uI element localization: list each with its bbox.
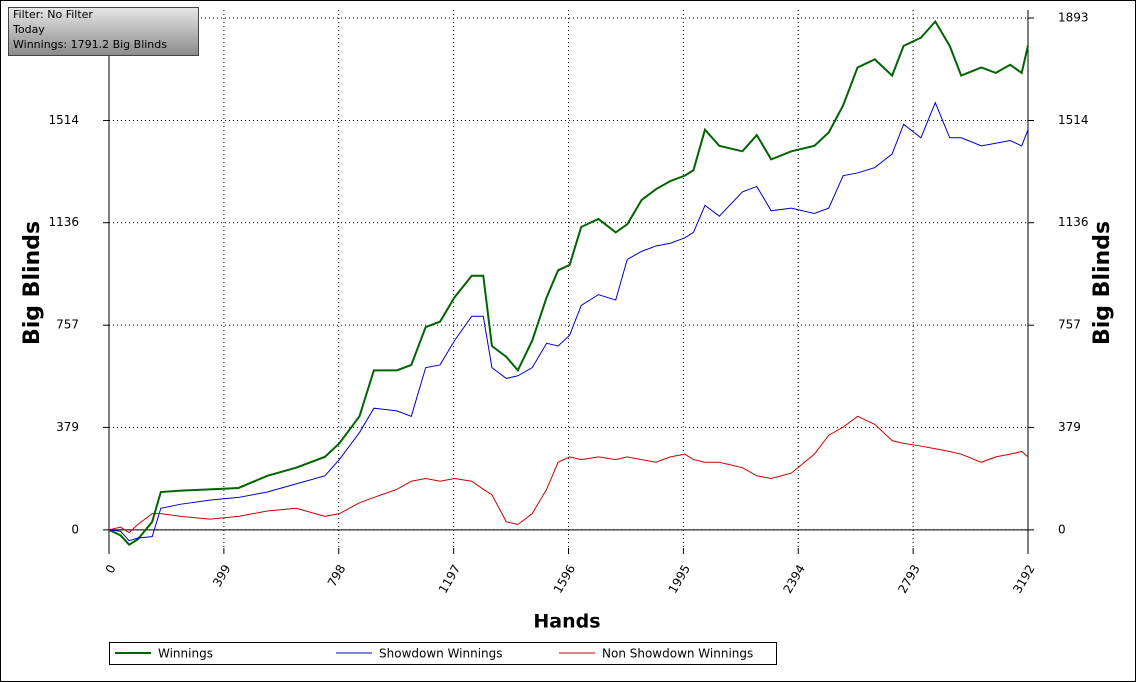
plot-area: 0037937975775711361136151415141893189303… (48, 10, 1089, 596)
y-tick-label: 757 (56, 318, 79, 332)
y-tick-label: 0 (71, 522, 79, 536)
info-text: Today (12, 23, 45, 36)
y-tick-label-right: 757 (1058, 318, 1081, 332)
series-line (108, 415, 1029, 534)
y-tick-label: 379 (56, 420, 79, 434)
y-tick-label-right: 1136 (1058, 215, 1089, 229)
y-tick-label-right: 1893 (1058, 11, 1089, 25)
legend: Winnings Showdown Winnings Non Showdown Wi… (109, 642, 777, 665)
y-tick-label: 1136 (48, 215, 79, 229)
y-tick-label-right: 379 (1058, 420, 1081, 434)
series-line (108, 101, 1029, 542)
y-tick-label: 1514 (48, 113, 79, 127)
y-tick-label-right: 1514 (1058, 113, 1089, 127)
info-box: Filter: No Filter Today Winnings: 1791.2… (8, 7, 199, 56)
x-axis-label: Hands (533, 611, 600, 633)
legend-label: Showdown Winnings (379, 647, 503, 661)
info-text: Winnings: 1791.2 Big Blinds (13, 38, 167, 51)
y-tick-label-right: 0 (1058, 522, 1066, 536)
y-axis-label-right: Big Blinds (1090, 221, 1115, 345)
legend-label: Winnings (158, 647, 213, 661)
series-line (108, 19, 1029, 547)
info-text: Filter: No Filter (13, 8, 93, 21)
legend-box (109, 642, 777, 665)
info-box-bg (8, 7, 199, 56)
legend-label: Non Showdown Winnings (602, 647, 753, 661)
y-axis-label: Big Blinds (20, 221, 45, 345)
